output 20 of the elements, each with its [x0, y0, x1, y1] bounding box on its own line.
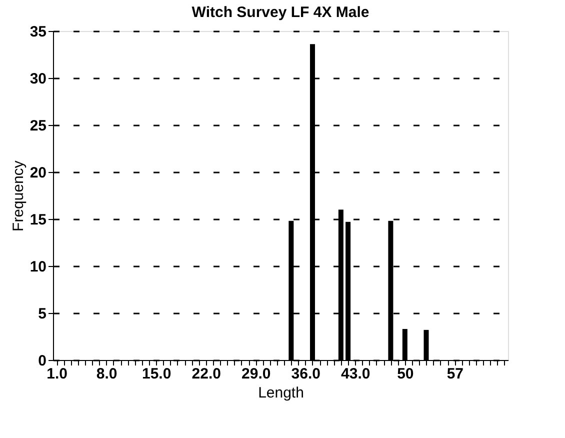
y-tick-label: 10 — [30, 258, 46, 276]
x-tick-label: 8.0 — [96, 366, 118, 382]
y-tick-label: 15 — [30, 212, 46, 228]
y-axis-title: Frequency — [10, 160, 27, 232]
y-tick-label: 30 — [30, 70, 46, 88]
y-tick-label: 35 — [30, 24, 46, 40]
chart-title: Witch Survey LF 4X Male — [192, 4, 370, 21]
x-tick-label: 15.0 — [142, 366, 172, 382]
x-tick-label: 29.0 — [242, 366, 271, 382]
x-tick-label: 57 — [446, 366, 464, 382]
x-tick-label: 22.0 — [192, 366, 221, 382]
x-tick-label: 43.0 — [341, 366, 370, 382]
x-tick-label: 1.0 — [46, 366, 68, 382]
y-tick-label: 20 — [30, 164, 46, 182]
y-tick-label: 5 — [38, 306, 46, 322]
x-axis-title: Length — [258, 384, 304, 402]
y-tick-label: 0 — [38, 352, 46, 370]
x-tick-label: 36.0 — [291, 366, 320, 382]
x-tick-label: 50 — [397, 366, 414, 382]
y-tick-label: 25 — [30, 118, 46, 134]
